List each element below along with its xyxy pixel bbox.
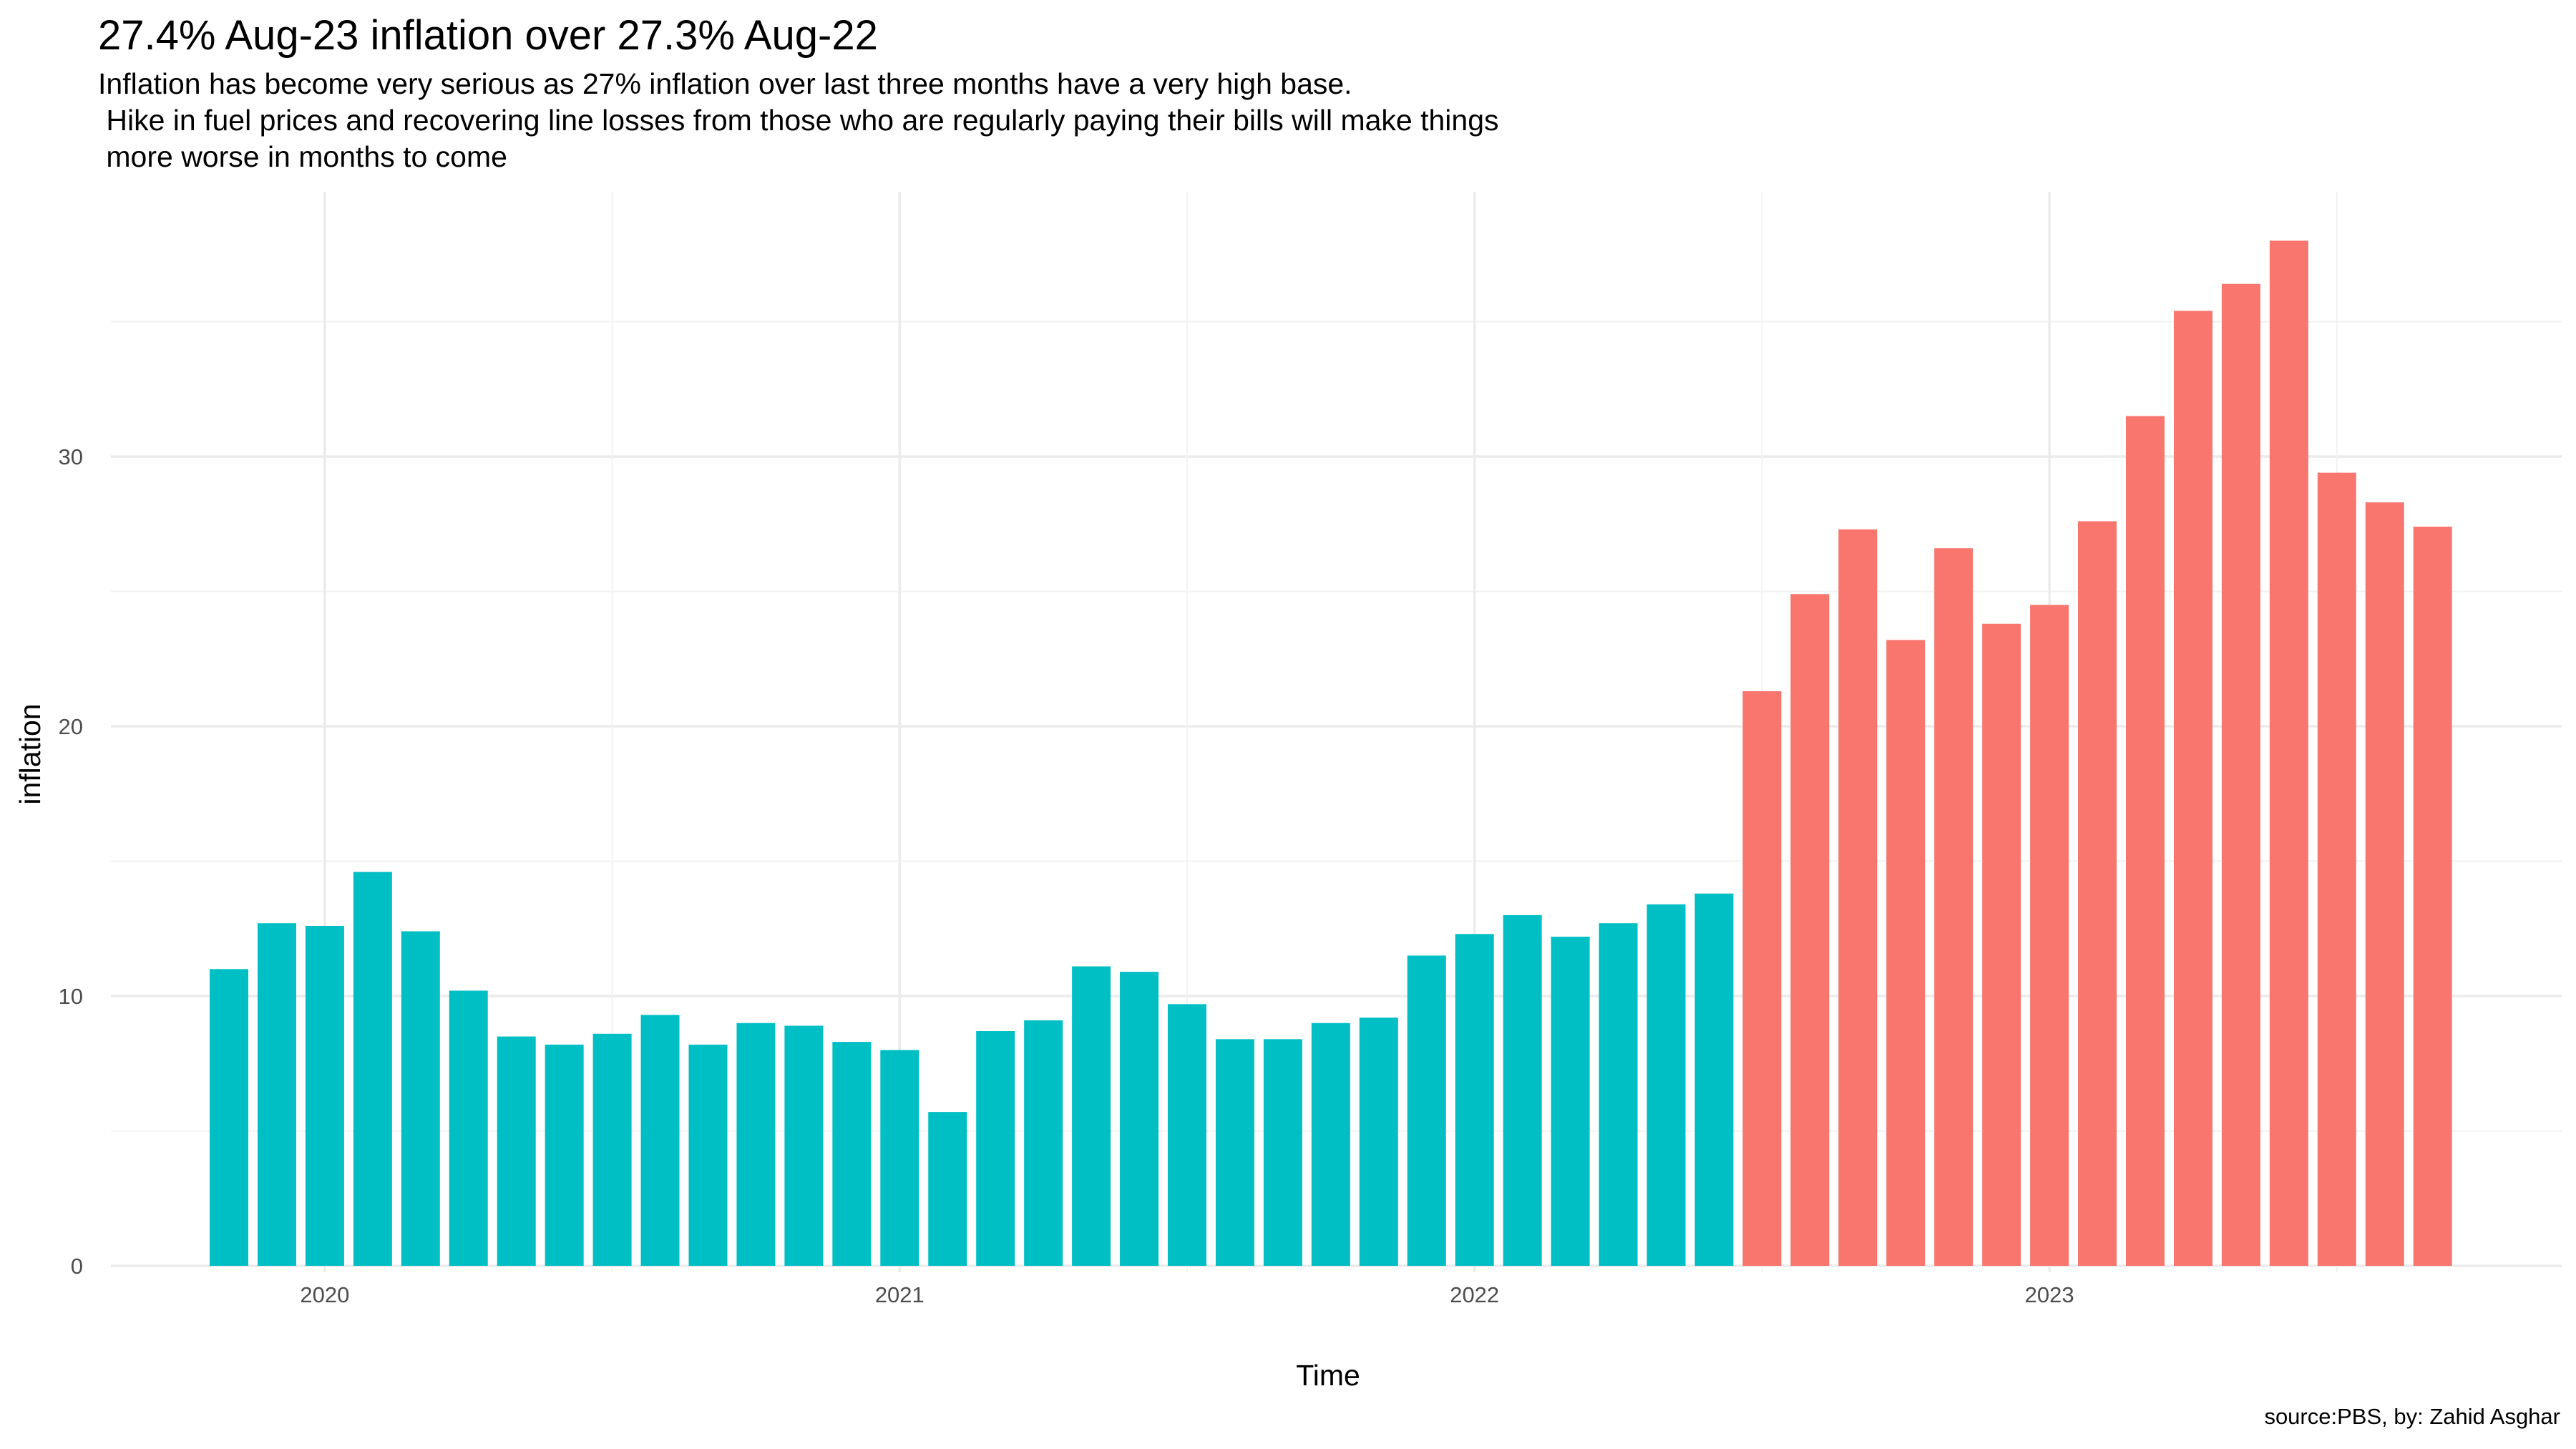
chart-subtitle: Inflation has become very serious as 27%… bbox=[98, 66, 1499, 175]
bar-39 bbox=[2030, 605, 2069, 1266]
y-tick-label-20: 20 bbox=[59, 714, 83, 739]
bar-20 bbox=[1120, 972, 1159, 1266]
bar-24 bbox=[1311, 1023, 1350, 1266]
bar-45 bbox=[2317, 472, 2356, 1266]
bar-5 bbox=[401, 931, 440, 1266]
bar-23 bbox=[1263, 1039, 1302, 1266]
bar-25 bbox=[1359, 1018, 1398, 1266]
x-tick-label-2023: 2023 bbox=[2025, 1282, 2074, 1307]
bar-17 bbox=[976, 1031, 1015, 1266]
bar-3 bbox=[305, 925, 344, 1266]
bar-4 bbox=[353, 872, 392, 1266]
bar-1 bbox=[210, 969, 248, 1266]
bar-7 bbox=[497, 1036, 536, 1266]
bar-27 bbox=[1455, 934, 1494, 1266]
bar-37 bbox=[1934, 548, 1974, 1266]
bar-2 bbox=[257, 923, 296, 1266]
y-tick-label-0: 0 bbox=[71, 1254, 83, 1279]
bar-47 bbox=[2413, 527, 2452, 1266]
bar-13 bbox=[784, 1025, 824, 1266]
bar-22 bbox=[1215, 1039, 1254, 1266]
bar-6 bbox=[449, 990, 488, 1266]
bar-28 bbox=[1503, 914, 1542, 1266]
bar-44 bbox=[2269, 240, 2308, 1266]
x-tick-label-2022: 2022 bbox=[1450, 1282, 1499, 1307]
bar-26 bbox=[1407, 955, 1446, 1266]
bar-15 bbox=[880, 1050, 919, 1266]
bar-19 bbox=[1072, 966, 1111, 1266]
bar-11 bbox=[688, 1044, 728, 1266]
bar-14 bbox=[832, 1042, 872, 1266]
bars-layer bbox=[210, 240, 2452, 1267]
bar-33 bbox=[1742, 691, 1782, 1266]
bar-32 bbox=[1694, 893, 1734, 1266]
ticks-layer: 0 10 20 30 2020 2021 2022 2023 bbox=[59, 444, 2074, 1307]
source-caption: source:PBS, by: Zahid Asghar bbox=[2264, 1404, 2560, 1429]
x-tick-label-2020: 2020 bbox=[300, 1282, 349, 1307]
subtitle-line-1: Inflation has become very serious as 27%… bbox=[98, 67, 1352, 100]
bar-42 bbox=[2173, 311, 2212, 1266]
bar-36 bbox=[1886, 640, 1926, 1266]
chart-title: 27.4% Aug-23 inflation over 27.3% Aug-22 bbox=[98, 12, 878, 59]
bar-16 bbox=[928, 1112, 967, 1266]
bar-38 bbox=[1982, 623, 2021, 1266]
bar-8 bbox=[545, 1044, 584, 1266]
bar-31 bbox=[1646, 904, 1686, 1266]
bar-18 bbox=[1024, 1020, 1063, 1266]
y-tick-label-10: 10 bbox=[59, 984, 83, 1009]
bar-12 bbox=[736, 1023, 776, 1266]
bar-35 bbox=[1838, 529, 1878, 1266]
x-axis-label: Time bbox=[1296, 1359, 1360, 1392]
bar-9 bbox=[592, 1033, 632, 1266]
bar-41 bbox=[2126, 416, 2165, 1267]
subtitle-line-3: more worse in months to come bbox=[98, 140, 507, 173]
bar-21 bbox=[1168, 1004, 1206, 1266]
bar-34 bbox=[1790, 594, 1830, 1266]
bar-30 bbox=[1599, 923, 1638, 1266]
bar-29 bbox=[1551, 937, 1590, 1266]
bar-40 bbox=[2078, 521, 2117, 1266]
y-tick-label-30: 30 bbox=[59, 444, 83, 469]
subtitle-line-2: Hike in fuel prices and recovering line … bbox=[98, 104, 1499, 137]
bar-43 bbox=[2221, 283, 2260, 1267]
bar-10 bbox=[640, 1015, 680, 1266]
bar-46 bbox=[2365, 502, 2404, 1266]
x-tick-label-2021: 2021 bbox=[875, 1282, 924, 1307]
y-axis-label: inflation bbox=[14, 703, 47, 804]
